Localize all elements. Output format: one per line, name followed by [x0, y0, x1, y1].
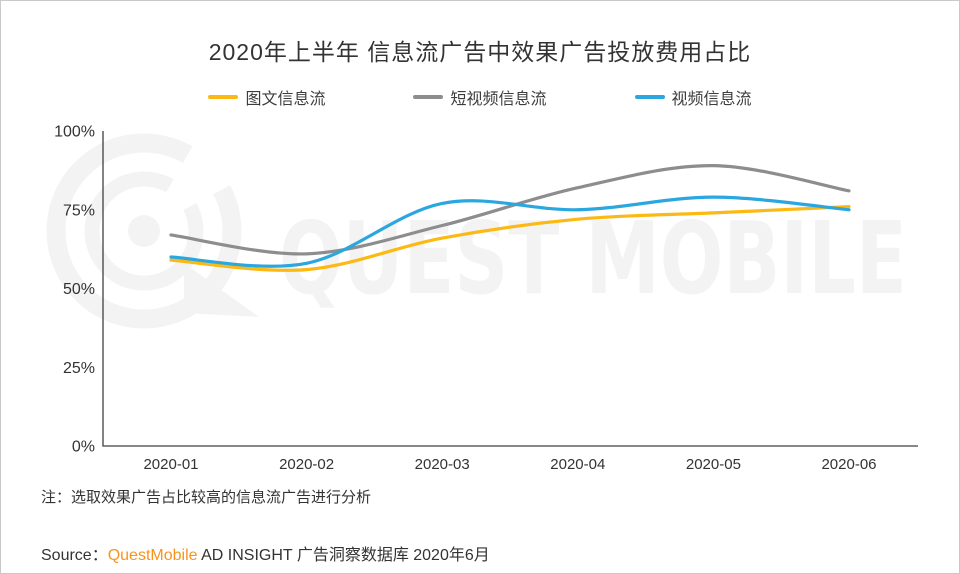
source-line: Source：QuestMobile AD INSIGHT 广告洞察数据库 20… — [41, 541, 490, 565]
footnote: 注：选取效果广告占比较高的信息流广告进行分析 — [41, 489, 372, 506]
x-tick-label: 2020-06 — [821, 456, 876, 473]
source-prefix: Source： — [41, 547, 108, 564]
y-tick-label: 75% — [63, 202, 95, 219]
y-tick-label: 100% — [54, 124, 95, 141]
x-tick-label: 2020-02 — [279, 456, 334, 473]
watermark-logo-icon — [46, 131, 259, 329]
legend-label: 图文信息流 — [245, 91, 326, 108]
x-tick-label: 2020-04 — [550, 456, 605, 473]
legend-swatch-gray-icon — [413, 95, 444, 99]
legend-item-shipin: 视频信息流 — [634, 85, 752, 109]
legend-item-tuwen: 图文信息流 — [208, 85, 325, 109]
source-brand: QuestMobile — [107, 547, 198, 564]
x-tick-label: 2020-05 — [686, 456, 741, 473]
y-tick-label: 0% — [72, 439, 95, 456]
legend-swatch-blue-icon — [634, 95, 665, 99]
plot-layer: 0% 25% 50% 75% 100% 2020-01 2020-02 2020-03 2020… — [54, 124, 918, 473]
chart-title: 2020年上半年 信息流广告中效果广告投放费用占比 — [208, 39, 752, 65]
legend-item-duanshipin: 短视频信息流 — [413, 85, 547, 109]
chart-legend: 图文信息流 短视频信息流 视频信息流 — [1, 85, 959, 109]
x-tick-label: 2020-03 — [415, 456, 470, 473]
series-line-0 — [169, 205, 851, 272]
y-tick-label: 25% — [63, 360, 95, 377]
series-line-2 — [169, 195, 851, 268]
series-line-1 — [169, 164, 851, 256]
source-suffix: AD INSIGHT 广告洞察数据库 2020年6月 — [197, 547, 490, 564]
legend-swatch-yellow-icon — [208, 95, 239, 99]
axes — [102, 131, 918, 447]
legend-label: 短视频信息流 — [450, 91, 547, 108]
x-tick-label: 2020-01 — [143, 456, 198, 473]
y-tick-label: 50% — [63, 281, 95, 298]
legend-label: 视频信息流 — [671, 91, 752, 108]
